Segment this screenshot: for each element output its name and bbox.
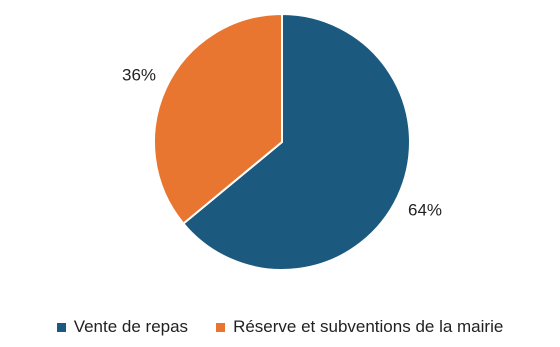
legend-item-reserve-subventions: Réserve et subventions de la mairie [216,317,503,337]
slice-value-label-0: 64% [408,200,442,219]
legend-item-vente-de-repas: Vente de repas [56,317,189,337]
legend-label: Réserve et subventions de la mairie [233,317,504,336]
pie-slices [153,12,411,271]
legend-label: Vente de repas [73,317,189,336]
legend-swatch [216,322,226,332]
legend-swatch [56,322,66,332]
pie-slice-0 [181,12,411,271]
slice-value-label-1: 36% [122,66,156,85]
legend: Vente de repas Réserve et subventions de… [0,312,560,342]
pie-slice-1 [153,12,283,225]
slice-labels: 64% 36% [122,66,442,220]
